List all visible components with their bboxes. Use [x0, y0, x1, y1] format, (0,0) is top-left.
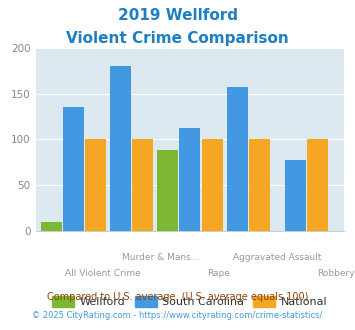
Bar	[157, 150, 178, 231]
Bar	[110, 66, 131, 231]
Bar	[132, 139, 153, 231]
Legend: Wellford, South Carolina, National: Wellford, South Carolina, National	[48, 291, 332, 312]
Text: 2019 Wellford: 2019 Wellford	[118, 8, 237, 23]
Bar	[226, 87, 248, 231]
Text: Aggravated Assault: Aggravated Assault	[233, 253, 322, 262]
Bar	[307, 139, 328, 231]
Bar	[63, 107, 84, 231]
Bar	[85, 139, 106, 231]
Bar	[202, 139, 223, 231]
Text: Rape: Rape	[208, 269, 230, 278]
Text: Compared to U.S. average. (U.S. average equals 100): Compared to U.S. average. (U.S. average …	[47, 292, 308, 302]
Text: Violent Crime Comparison: Violent Crime Comparison	[66, 31, 289, 46]
Text: Murder & Mans...: Murder & Mans...	[122, 253, 200, 262]
Bar	[41, 222, 62, 231]
Bar	[285, 160, 306, 231]
Text: Robbery: Robbery	[317, 269, 354, 278]
Bar	[179, 127, 201, 231]
Text: All Violent Crime: All Violent Crime	[65, 269, 140, 278]
Text: © 2025 CityRating.com - https://www.cityrating.com/crime-statistics/: © 2025 CityRating.com - https://www.city…	[32, 311, 323, 320]
Bar	[249, 139, 270, 231]
